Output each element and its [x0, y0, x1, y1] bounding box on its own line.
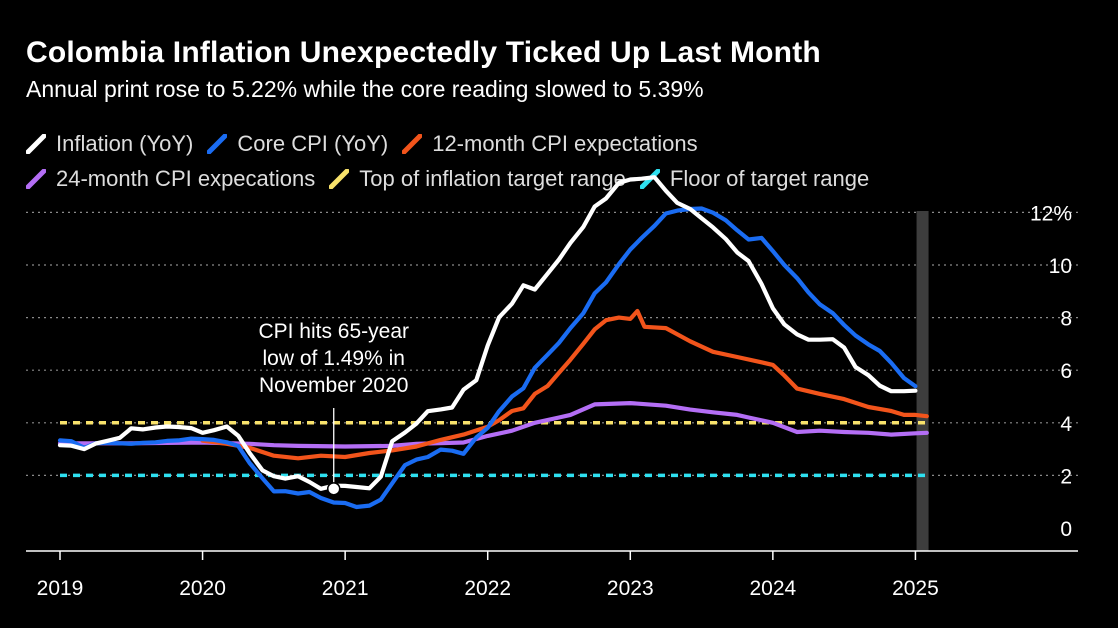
legend-label: Top of inflation target range [359, 166, 626, 191]
legend-item-floor-of-target-range: Floor of target range [639, 163, 870, 195]
legend-item-12-month-cpi-expectations: 12-month CPI expectations [402, 128, 698, 160]
legend-item-core-cpi-yoy: Core CPI (YoY) [207, 128, 388, 160]
y-tick-label: 12% [1030, 202, 1072, 225]
y-tick-label: 4 [1060, 413, 1072, 436]
grid [26, 211, 1078, 476]
annotation-text-line: low of 1.49% in [263, 347, 405, 370]
series-line-core-cpi-yoy [57, 206, 918, 510]
y-tick-label: 2 [1060, 465, 1072, 488]
legend-swatch-icon [402, 134, 423, 154]
series-line-inflation-yoy [57, 175, 918, 491]
legend-swatch-icon [207, 134, 228, 154]
y-tick-label: 8 [1060, 308, 1072, 331]
legend: Inflation (YoY) Core CPI (YoY) 12-month CP… [26, 128, 1106, 198]
x-tick-label: 2025 [892, 577, 939, 600]
annotation-text-line: CPI hits 65-year [258, 320, 409, 343]
legend-item-inflation-yoy: Inflation (YoY) [26, 128, 193, 160]
y-tick-label: 0 [1060, 518, 1072, 541]
x-tick-label: 2021 [322, 577, 369, 600]
chart-subtitle: Annual print rose to 5.22% while the cor… [26, 76, 704, 102]
highlight-band [916, 211, 929, 551]
series-line-12-month-cpi-expectations [200, 308, 929, 461]
axes: 0 2 4 6 8 10 12% 2019 2020 2021 2022 2023 2024 2025 [26, 202, 1078, 600]
x-tick-label: 2019 [37, 577, 84, 600]
legend-item-24-month-cpi-expecations: 24-month CPI expecations [26, 163, 315, 195]
series-line-24-month-cpi-expecations [57, 401, 929, 449]
legend-swatch-icon [26, 169, 46, 189]
x-tick-label: 2023 [607, 577, 654, 600]
x-tick-label: 2022 [464, 577, 511, 600]
legend-label: Core CPI (YoY) [237, 131, 389, 156]
legend-swatch-icon [329, 169, 350, 189]
legend-label: Inflation (YoY) [56, 131, 194, 156]
series-lines [57, 175, 929, 510]
legend-label: Floor of target range [669, 166, 870, 191]
x-tick-label: 2020 [179, 577, 226, 600]
legend-label: 12-month CPI expectations [432, 131, 698, 156]
y-tick-label: 10 [1049, 255, 1072, 278]
legend-item-top-of-inflation-target-range: Top of inflation target range [329, 163, 626, 195]
y-tick-label: 6 [1060, 360, 1072, 383]
legend-swatch-icon [26, 134, 46, 154]
x-tick-label: 2024 [749, 577, 796, 600]
legend-label: 24-month CPI expecations [56, 166, 316, 191]
annotation-text-line: November 2020 [259, 374, 408, 397]
chart-title: Colombia Inflation Unexpectedly Ticked U… [26, 36, 821, 69]
annotation-marker [326, 482, 341, 496]
annotation: CPI hits 65-year low of 1.49% in November … [258, 320, 409, 496]
latest-period-band [916, 211, 929, 551]
